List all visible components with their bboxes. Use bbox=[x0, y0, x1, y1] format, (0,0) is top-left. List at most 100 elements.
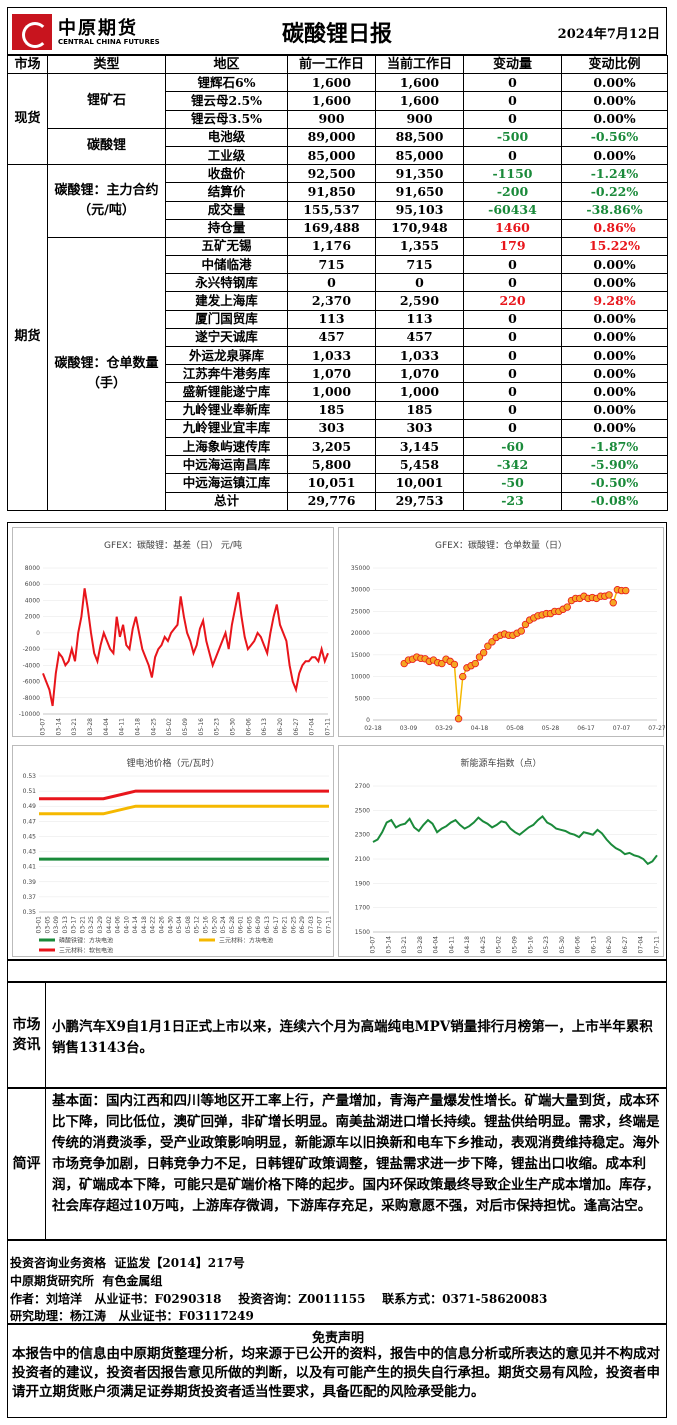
x-tick-label: 05-02 bbox=[496, 936, 503, 954]
footer-author: 作者：刘培洋 从业证书：F0290318 投资咨询：Z0011155 联系方式：… bbox=[10, 1292, 548, 1306]
legend-label: 三元材料：软包电池 bbox=[59, 947, 113, 955]
curr-value-cell: 10,001 bbox=[375, 473, 464, 493]
x-tick-label: 04-30 bbox=[167, 916, 174, 934]
region-cell: 外运龙泉驿库 bbox=[165, 345, 288, 366]
x-tick-label: 05-30 bbox=[230, 718, 237, 736]
change-cell: -1150 bbox=[463, 164, 562, 184]
x-tick-label: 07-04 bbox=[638, 936, 645, 954]
region-cell: 持仓量 bbox=[165, 218, 288, 238]
table-row: 建发上海库 2,370 2,590 220 9.28% bbox=[8, 291, 668, 311]
prev-value-cell: 1,070 bbox=[287, 364, 376, 384]
prev-value-cell: 457 bbox=[287, 327, 376, 348]
report-date: 2024年7月12日 bbox=[557, 27, 660, 42]
x-tick-label: 03-09 bbox=[400, 725, 418, 732]
footer-assistant: 研究助理：杨江涛 从业证书：F03117249 bbox=[10, 1309, 254, 1323]
change-cell: 0 bbox=[463, 73, 562, 93]
type-cell: 碳酸锂：仓单数量（手） bbox=[47, 236, 166, 511]
table-header-row: 市场 类型 地区 前一工作日 当前工作日 变动量 变动比例 bbox=[7, 54, 668, 75]
y-tick-label: 0.41 bbox=[23, 864, 37, 871]
y-tick-label: 0.43 bbox=[23, 849, 37, 856]
charts-area: GFEX：碳酸锂：基差（日） 元/吨 8000 6000 4000 2000 0 -200… bbox=[7, 522, 667, 960]
x-tick-label: 03-29 bbox=[435, 725, 453, 732]
prev-value-cell: 113 bbox=[287, 309, 376, 329]
curr-value-cell: 715 bbox=[375, 255, 464, 275]
prev-value-cell: 169,488 bbox=[287, 218, 376, 238]
warrant-series-line bbox=[403, 588, 626, 719]
table-row: 持仓量 169,488 170,948 1460 0.86% bbox=[8, 218, 668, 238]
x-tick-label: 04-18 bbox=[464, 936, 471, 954]
y-tick-label: 2300 bbox=[355, 832, 370, 839]
region-cell: 电池级 bbox=[165, 127, 288, 147]
y-tick-label: 0.37 bbox=[23, 894, 37, 901]
region-cell: 成交量 bbox=[165, 200, 288, 220]
change-cell: 0 bbox=[463, 255, 562, 275]
x-tick-label: 03-28 bbox=[417, 936, 424, 954]
x-tick-label: 04-11 bbox=[448, 936, 455, 954]
y-tick-label: 10000 bbox=[351, 674, 370, 681]
warrant-point bbox=[622, 586, 630, 595]
y-tick-label: 2000 bbox=[25, 614, 40, 621]
curr-value-cell: 85,000 bbox=[375, 145, 464, 166]
y-tick-label: 0 bbox=[366, 717, 370, 724]
x-tick-label: 03-28 bbox=[87, 718, 94, 736]
table-row: 永兴特钢库 0 0 0 0.00% bbox=[8, 273, 668, 293]
y-tick-label: 15000 bbox=[351, 652, 370, 659]
change-cell: 179 bbox=[463, 236, 562, 257]
table-row: 结算价 91,850 91,650 -200 -0.22% bbox=[8, 182, 668, 202]
x-tick-label: 07-07 bbox=[613, 725, 631, 732]
change-cell: 0 bbox=[463, 145, 562, 166]
table-row: 九岭锂业奉新库 185 185 0 0.00% bbox=[8, 400, 668, 420]
y-tick-label: 35000 bbox=[351, 565, 370, 572]
prev-value-cell: 91,850 bbox=[287, 182, 376, 202]
table-row: 遂宁天诚库 457 457 0 0.00% bbox=[8, 327, 668, 348]
warrant-point bbox=[450, 660, 459, 669]
curr-value-cell: 29,753 bbox=[375, 491, 464, 511]
warrant-point bbox=[605, 591, 613, 599]
change-cell: -342 bbox=[463, 455, 562, 475]
prev-value-cell: 85,000 bbox=[287, 145, 376, 166]
y-tick-label: 0.47 bbox=[23, 818, 37, 825]
change-pct-cell: 0.00% bbox=[561, 255, 668, 275]
change-cell: 0 bbox=[463, 364, 562, 384]
y-tick-label: 0.39 bbox=[23, 879, 37, 886]
x-tick-label: 06-20 bbox=[277, 718, 284, 736]
x-tick-label: 06-29 bbox=[299, 916, 306, 934]
page-title: 碳酸锂日报 bbox=[281, 22, 392, 47]
prev-value-cell: 1,176 bbox=[287, 236, 376, 257]
region-cell: 上海象屿速传库 bbox=[165, 436, 288, 457]
x-tick-label: 06-01 bbox=[238, 916, 245, 934]
prev-value-cell: 29,776 bbox=[287, 491, 376, 511]
change-pct-cell: 0.00% bbox=[561, 145, 668, 166]
change-pct-cell: -0.50% bbox=[561, 473, 668, 493]
x-tick-label: 05-02 bbox=[166, 718, 173, 736]
change-pct-cell: 0.00% bbox=[561, 309, 668, 329]
market-info-text: 小鹏汽车X9自1月1日正式上市以来，连续六个月为高端纯电MPV销量排行月榜第一，… bbox=[52, 1019, 653, 1056]
table-row: 中储临港 715 715 0 0.00% bbox=[8, 255, 668, 275]
x-tick-label: 03-07 bbox=[370, 936, 377, 954]
warrant-point bbox=[479, 648, 488, 657]
table-row: 碳酸锂：仓单数量（手） 五矿无锡 1,176 1,355 179 15.22% bbox=[8, 236, 668, 511]
table-row: 九岭锂业宜丰库 303 303 0 0.00% bbox=[8, 418, 668, 438]
region-cell: 总计 bbox=[165, 491, 288, 511]
x-tick-label: 06-27 bbox=[293, 718, 300, 736]
x-tick-label: 02-18 bbox=[364, 725, 382, 732]
change-cell: -50 bbox=[463, 473, 562, 493]
y-tick-label: 1900 bbox=[355, 880, 370, 887]
type-cell: 碳酸锂 bbox=[47, 127, 166, 166]
change-cell: 0 bbox=[463, 273, 562, 293]
x-tick-label: 05-09 bbox=[512, 936, 519, 954]
y-tick-label: 8000 bbox=[25, 565, 40, 572]
market-cell: 现货 bbox=[7, 73, 48, 166]
region-cell: 九岭锂业奉新库 bbox=[165, 400, 288, 420]
col-header-market: 市场 bbox=[7, 54, 48, 75]
x-tick-label: 07-07 bbox=[317, 916, 324, 934]
prev-value-cell: 1,033 bbox=[287, 345, 376, 366]
region-cell: 收盘价 bbox=[165, 164, 288, 184]
x-tick-label: 06-09 bbox=[255, 916, 262, 934]
x-tick-label: 06-20 bbox=[606, 936, 613, 954]
basis-chart-title: GFEX：碳酸锂：基差（日） 元/吨 bbox=[104, 541, 242, 551]
type-cell: 碳酸锂：主力合约（元/吨） bbox=[47, 164, 166, 238]
region-cell: 遂宁天诚库 bbox=[165, 327, 288, 348]
x-tick-label: 04-14 bbox=[132, 916, 139, 934]
change-pct-cell: -1.87% bbox=[561, 436, 668, 457]
